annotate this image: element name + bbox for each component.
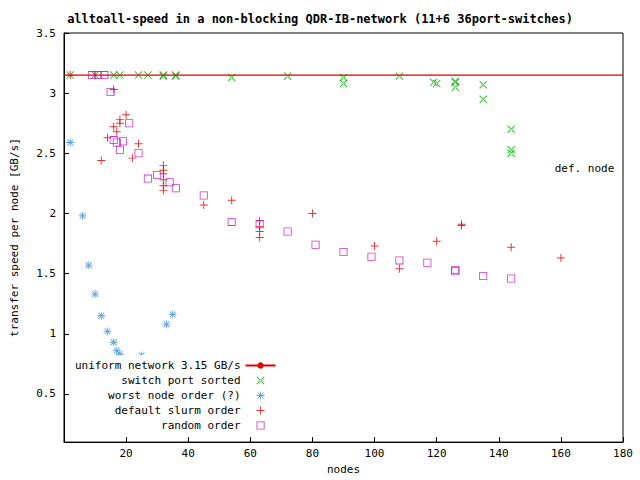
svg-text:switch port sorted: switch port sorted: [121, 374, 240, 387]
svg-text:60: 60: [244, 447, 257, 460]
svg-text:0.5: 0.5: [36, 387, 56, 400]
svg-text:nodes: nodes: [327, 463, 360, 476]
svg-text:100: 100: [365, 447, 385, 460]
svg-text:worst node order (?): worst node order (?): [108, 389, 240, 402]
svg-text:uniform network 3.15 GB/s: uniform network 3.15 GB/s: [75, 359, 241, 372]
svg-text:2.5: 2.5: [36, 147, 56, 160]
svg-text:2: 2: [49, 207, 56, 220]
svg-text:1.5: 1.5: [36, 267, 56, 280]
svg-text:3.5: 3.5: [36, 27, 56, 40]
svg-text:transfer speed per node [GB/s]: transfer speed per node [GB/s]: [8, 138, 21, 337]
svg-text:40: 40: [182, 447, 195, 460]
svg-text:80: 80: [306, 447, 319, 460]
svg-text:160: 160: [551, 447, 571, 460]
svg-text:default slurm order: default slurm order: [115, 404, 241, 417]
svg-text:1: 1: [49, 327, 56, 340]
svg-text:random order: random order: [161, 419, 241, 432]
svg-text:140: 140: [489, 447, 509, 460]
svg-text:120: 120: [427, 447, 447, 460]
svg-text:3: 3: [49, 87, 56, 100]
svg-text:def. node: def. node: [555, 162, 615, 175]
svg-text:20: 20: [119, 447, 132, 460]
svg-text:180: 180: [613, 447, 633, 460]
svg-text:alltoall-speed in a non-blocki: alltoall-speed in a non-blocking QDR-IB-…: [67, 12, 573, 26]
